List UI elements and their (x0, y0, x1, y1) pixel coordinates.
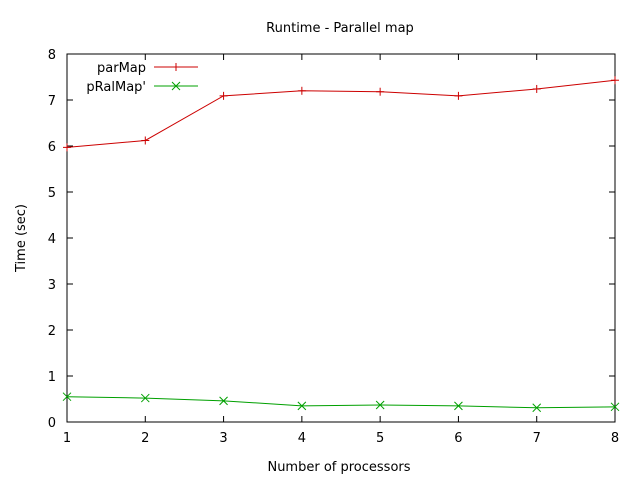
data-point-pRalMap'-6 (454, 401, 463, 411)
series-pRalMap' (62, 392, 620, 413)
y-tick-label-1: 1 (48, 370, 56, 385)
y-tick-label-3: 3 (48, 278, 56, 293)
x-axis-label: Number of processors (267, 460, 410, 475)
data-point-pRalMap'-8 (610, 402, 620, 412)
series-line-pRalMap' (66, 396, 616, 409)
x-tick-label-7: 7 (533, 431, 541, 446)
legend-label-parMap: parMap (97, 61, 146, 76)
data-point-pRalMap'-1-d2 (62, 392, 72, 402)
legend-marker-pRalMap'-d2 (171, 81, 181, 91)
x-tick-label-4: 4 (298, 431, 306, 446)
data-point-pRalMap'-8-d2 (610, 402, 620, 412)
chart-title: Runtime - Parallel map (266, 21, 414, 36)
y-tick-label-2: 2 (48, 324, 56, 339)
x-tick-label-3: 3 (219, 431, 227, 446)
data-point-parMap-3 (219, 91, 228, 100)
data-point-parMap-2 (141, 136, 150, 145)
y-axis-label: Time (sec) (14, 204, 29, 273)
data-point-pRalMap'-2-d2 (140, 393, 150, 403)
data-point-parMap-7 (532, 84, 541, 93)
data-point-parMap-1 (63, 143, 71, 152)
data-point-pRalMap'-3 (219, 396, 228, 406)
data-point-parMap-8 (611, 76, 619, 85)
x-tick-label-8: 8 (611, 431, 619, 446)
x-tick-label-6: 6 (454, 431, 462, 446)
data-point-pRalMap'-4-d2 (297, 401, 307, 411)
legend: parMap pRalMap' (86, 61, 198, 95)
data-point-pRalMap'-3-d2 (219, 396, 228, 406)
data-point-parMap-5 (376, 87, 385, 96)
data-point-pRalMap'-5-d2 (375, 400, 385, 410)
data-point-pRalMap'-5 (375, 400, 385, 410)
plot-frame (66, 53, 616, 423)
x-tick-label-1: 1 (63, 431, 71, 446)
y-tick-label-5: 5 (48, 186, 56, 201)
series-parMap (63, 76, 619, 152)
data-point-pRalMap'-4 (297, 401, 307, 411)
y-tick-label-6: 6 (48, 140, 56, 155)
legend-marker-parMap (172, 63, 180, 71)
data-point-pRalMap'-1 (62, 392, 72, 402)
y-tick-label-8: 8 (48, 48, 56, 63)
data-point-pRalMap'-6-d2 (454, 401, 463, 411)
data-point-parMap-4 (297, 86, 306, 95)
series-layer (62, 76, 620, 413)
y-tick-label-7: 7 (48, 94, 56, 109)
data-point-pRalMap'-2 (140, 393, 150, 403)
y-tick-label-4: 4 (48, 232, 56, 247)
y-tick-label-0: 0 (48, 416, 56, 431)
x-tick-label-2: 2 (141, 431, 149, 446)
data-point-pRalMap'-7-d2 (532, 403, 542, 413)
data-point-parMap-6 (454, 91, 463, 100)
data-point-pRalMap'-7 (532, 403, 542, 413)
x-tick-label-5: 5 (376, 431, 384, 446)
legend-label-pRalMap': pRalMap' (86, 80, 146, 95)
legend-marker-pRalMap' (171, 81, 181, 91)
series-line-parMap (66, 79, 616, 148)
